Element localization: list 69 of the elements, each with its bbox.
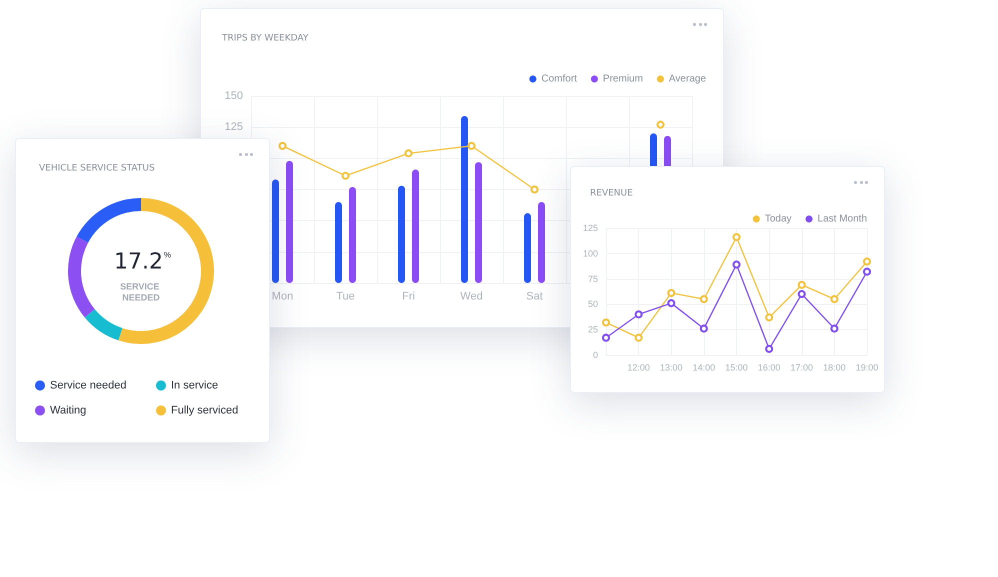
x-tick-label: 13:00 — [660, 362, 683, 372]
point — [404, 149, 412, 158]
y-tick-label: 150 — [224, 90, 243, 102]
point — [602, 334, 610, 342]
chart-title: REVENUE — [590, 188, 634, 198]
legend-label: Service needed — [50, 380, 126, 392]
point — [667, 289, 676, 298]
legend-label: Today — [764, 214, 792, 224]
point — [278, 142, 286, 150]
y-tick-label: 75 — [588, 274, 598, 284]
legend-label: Fully serviced — [171, 404, 238, 416]
legend-label: Premium — [602, 74, 643, 84]
x-tick-label: Mon — [272, 290, 294, 302]
point — [700, 295, 708, 304]
y-tick-label: 125 — [224, 121, 243, 134]
point — [700, 324, 708, 333]
y-tick-label: 50 — [588, 299, 598, 310]
y-tick-label: 25 — [588, 324, 598, 335]
bar — [461, 116, 468, 283]
bar — [475, 162, 482, 283]
bar — [349, 187, 356, 283]
legend-label: Average — [668, 74, 706, 84]
x-tick-label: Tue — [336, 290, 355, 302]
point — [765, 344, 774, 353]
bar — [538, 202, 545, 283]
point — [863, 258, 871, 266]
x-tick-label: 16:00 — [758, 362, 780, 372]
x-tick-label: Fri — [402, 290, 415, 302]
bar — [412, 170, 419, 283]
point — [530, 186, 538, 194]
legend-label: Waiting — [50, 404, 86, 416]
y-tick-label: 0 — [592, 350, 598, 360]
point — [830, 324, 838, 333]
point — [830, 295, 838, 304]
bar — [335, 202, 342, 283]
point — [468, 142, 476, 150]
x-tick-label: 17:00 — [790, 362, 814, 372]
x-tick-label: Wed — [460, 290, 483, 302]
bar — [272, 180, 279, 283]
point — [667, 299, 676, 308]
x-tick-label: 18:00 — [823, 362, 846, 372]
point — [798, 280, 806, 289]
point — [765, 313, 774, 322]
x-tick-label: Sat — [526, 290, 543, 302]
legend-label: In service — [171, 380, 218, 392]
point — [863, 268, 871, 276]
x-tick-label: 19:00 — [856, 362, 878, 372]
x-tick-label: 14:00 — [692, 362, 716, 372]
point — [634, 334, 643, 342]
point — [342, 172, 350, 180]
point — [634, 310, 643, 318]
bar — [286, 160, 293, 283]
point — [732, 260, 740, 269]
legend-label: Last Month — [818, 214, 868, 224]
bar — [398, 186, 405, 283]
bar — [524, 213, 531, 283]
y-tick-label: 125 — [582, 223, 598, 233]
legend-label: Comfort — [541, 74, 578, 84]
x-tick-label: 15:00 — [725, 362, 748, 372]
text: SERVICE NEEDED — [120, 282, 162, 302]
chart-title: VEHICLE SERVICE STATUS — [39, 164, 155, 174]
y-tick-label: 100 — [582, 248, 598, 258]
text: 17.2% — [114, 250, 172, 274]
point — [732, 233, 740, 242]
chart-title: TRIPS BY WEEKDAY — [221, 34, 309, 44]
point — [798, 290, 806, 298]
point — [602, 318, 610, 326]
x-tick-label: 12:00 — [627, 362, 650, 372]
point — [656, 120, 664, 129]
